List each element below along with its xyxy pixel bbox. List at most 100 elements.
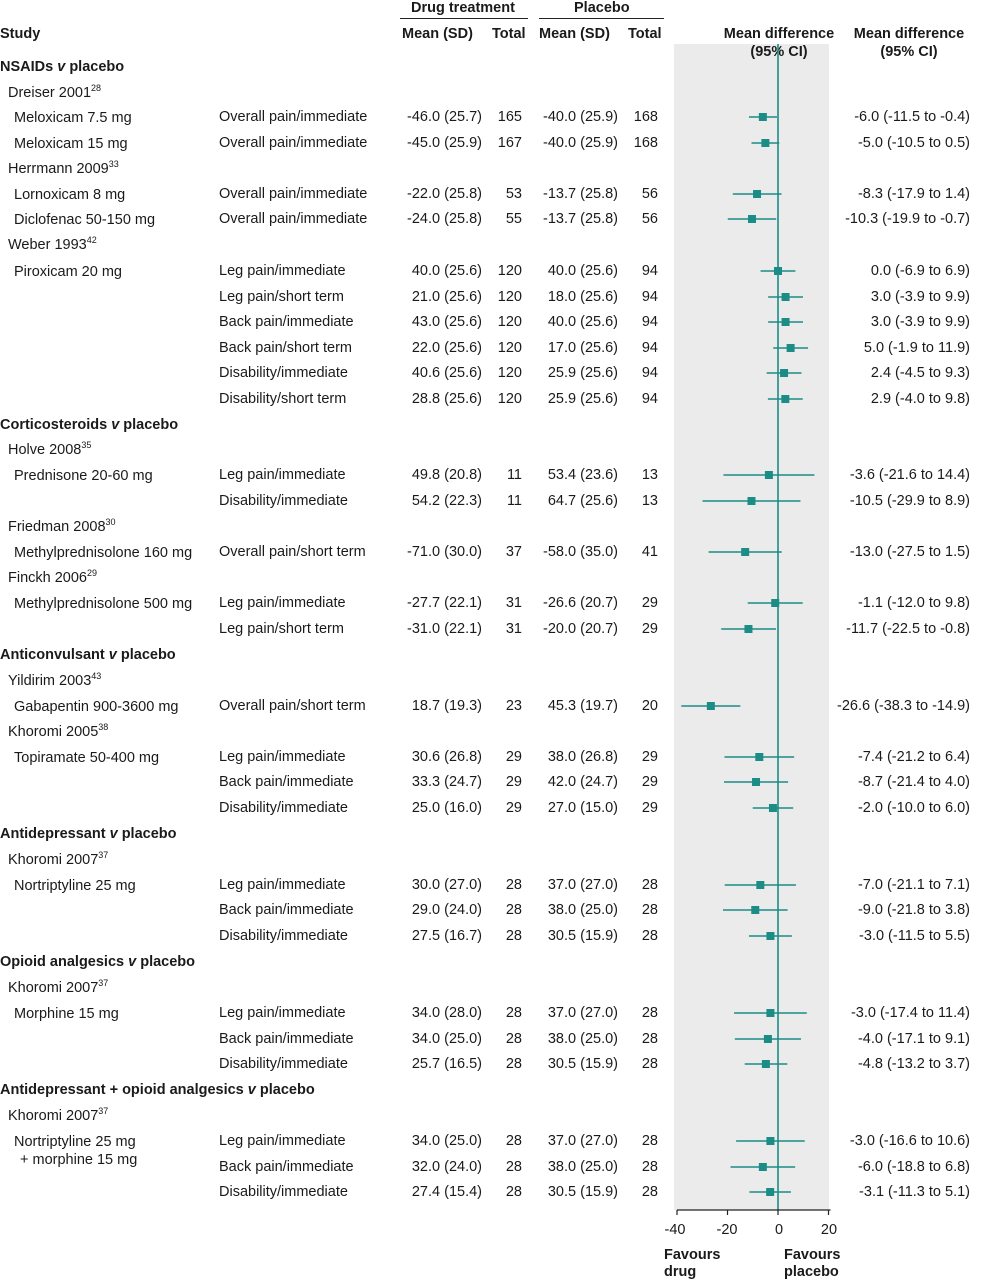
placebo-mean-sd: 42.0 (24.7): [547, 774, 618, 790]
drug-total: 165: [497, 109, 522, 125]
mean-difference-ci-text: -8.7 (-21.4 to 4.0): [857, 774, 970, 790]
placebo-mean-sd-header: Mean (SD): [539, 26, 610, 42]
placebo-total: 29: [641, 800, 658, 816]
study-name: Herrmann 200933: [8, 159, 119, 178]
drug-total: 28: [505, 1184, 522, 1200]
drug-mean-sd: 33.3 (24.7): [411, 774, 482, 790]
mean-difference-ci-text: -8.3 (-17.9 to 1.4): [857, 186, 970, 202]
group-title: NSAIDs v placebo: [0, 59, 125, 75]
outcome-label: Leg pain/immediate: [219, 749, 346, 765]
drug-total: 120: [497, 365, 522, 381]
study-header: Study: [0, 26, 41, 42]
drug-total: 29: [505, 749, 522, 765]
mean-difference-ci-text: -4.8 (-13.2 to 3.7): [857, 1056, 970, 1072]
placebo-total: 94: [641, 365, 658, 381]
placebo-mean-sd: 30.5 (15.9): [547, 1184, 618, 1200]
placebo-total: 13: [641, 493, 658, 509]
outcome-label: Disability/immediate: [219, 493, 348, 509]
drug-name: Methylprednisolone 160 mg: [14, 545, 193, 561]
study-name: Holve 200835: [8, 440, 92, 459]
drug-mean-sd-header: Mean (SD): [402, 26, 473, 42]
drug-mean-sd: 40.0 (25.6): [411, 263, 482, 279]
mean-difference-ci-text: -4.0 (-17.1 to 9.1): [857, 1031, 970, 1047]
point-estimate-marker: [763, 1035, 772, 1043]
drug-mean-sd: 25.0 (16.0): [411, 800, 482, 816]
drug-mean-sd: 32.0 (24.0): [411, 1159, 482, 1175]
study-name: Khoromi 200737: [8, 850, 109, 869]
mean-difference-ci-text: 0.0 (-6.9 to 6.9): [870, 263, 970, 279]
placebo-total: 29: [641, 595, 658, 611]
drug-total: 11: [506, 467, 522, 483]
outcome-label: Disability/immediate: [219, 1184, 348, 1200]
drug-total: 167: [497, 135, 522, 151]
placebo-total: 28: [641, 1159, 658, 1175]
drug-mean-sd: -31.0 (22.1): [407, 621, 482, 637]
drug-total: 28: [505, 1056, 522, 1072]
point-estimate-marker: [706, 702, 715, 710]
drug-total: 11: [506, 493, 522, 509]
study-name: Finckh 200629: [8, 568, 98, 587]
mean-difference-ci-text: -2.0 (-10.0 to 6.0): [857, 800, 970, 816]
placebo-total: 29: [641, 749, 658, 765]
point-estimate-marker: [756, 881, 765, 889]
drug-name: Prednisone 20-60 mg: [14, 468, 153, 484]
mean-difference-ci-text: 3.0 (-3.9 to 9.9): [870, 289, 970, 305]
drug-total-header: Total: [492, 26, 526, 42]
group-title: Corticosteroids v placebo: [0, 417, 179, 433]
drug-name: Morphine 15 mg: [14, 1006, 119, 1022]
placebo-mean-sd: -26.6 (20.7): [543, 595, 618, 611]
outcome-label: Overall pain/short term: [219, 698, 366, 714]
drug-mean-sd: -24.0 (25.8): [407, 211, 482, 227]
point-estimate-marker: [758, 1163, 767, 1171]
md-text-header: Mean difference: [853, 26, 965, 42]
drug-mean-sd: -46.0 (25.7): [407, 109, 482, 125]
placebo-total: 29: [641, 621, 658, 637]
point-estimate-marker: [747, 215, 756, 223]
drug-mean-sd: 27.5 (16.7): [411, 928, 482, 944]
mean-difference-ci-text: 2.9 (-4.0 to 9.8): [870, 391, 970, 407]
mean-difference-ci-text: -3.0 (-17.4 to 11.4): [850, 1005, 970, 1021]
placebo-mean-sd: 38.0 (25.0): [547, 1031, 618, 1047]
point-estimate-marker: [774, 267, 782, 275]
mean-difference-ci-text: -3.1 (-11.3 to 5.1): [859, 1184, 970, 1200]
drug-name: Gabapentin 900-3600 mg: [14, 699, 179, 715]
axis-tick-label: -40: [664, 1222, 686, 1238]
placebo-mean-sd: 27.0 (15.0): [547, 800, 618, 816]
drug-mean-sd: -22.0 (25.8): [407, 186, 482, 202]
axis-tick-label: 0: [774, 1222, 784, 1238]
drug-total: 37: [505, 544, 522, 560]
mean-difference-ci-text: -9.0 (-21.8 to 3.8): [857, 902, 970, 918]
drug-mean-sd: 29.0 (24.0): [411, 902, 482, 918]
group-title: Anticonvulsant v placebo: [0, 647, 176, 663]
mean-difference-ci-text: 2.4 (-4.5 to 9.3): [870, 365, 970, 381]
outcome-label: Leg pain/short term: [219, 289, 344, 305]
drug-total: 31: [505, 621, 522, 637]
outcome-label: Leg pain/short term: [219, 621, 344, 637]
outcome-label: Back pain/immediate: [219, 774, 354, 790]
placebo-mean-sd: 45.3 (19.7): [547, 698, 618, 714]
md-plot-header: Mean difference: [723, 26, 835, 42]
md-text-header-ci: (95% CI): [880, 44, 938, 60]
mean-difference-ci-text: -7.4 (-21.2 to 6.4): [857, 749, 970, 765]
placebo-mean-sd: 37.0 (27.0): [547, 1133, 618, 1149]
favours-placebo-label-2: placebo: [784, 1264, 839, 1280]
drug-mean-sd: 49.8 (20.8): [411, 467, 482, 483]
drug-total: 55: [505, 211, 522, 227]
drug-total: 28: [505, 1005, 522, 1021]
mean-difference-ci-text: -6.0 (-11.5 to -0.4): [854, 109, 970, 125]
outcome-label: Disability/immediate: [219, 928, 348, 944]
drug-name: Meloxicam 7.5 mg: [14, 110, 132, 126]
point-estimate-marker: [781, 318, 790, 326]
drug-total: 120: [497, 289, 522, 305]
placebo-total: 13: [641, 467, 658, 483]
outcome-label: Overall pain/immediate: [219, 211, 368, 227]
placebo-total: 41: [641, 544, 658, 560]
drug-total: 28: [505, 1133, 522, 1149]
placebo-total: 94: [641, 314, 658, 330]
mean-difference-ci-text: -7.0 (-21.1 to 7.1): [857, 877, 970, 893]
outcome-label: Disability/immediate: [219, 1056, 348, 1072]
drug-total: 120: [497, 263, 522, 279]
drug-mean-sd: 34.0 (28.0): [411, 1005, 482, 1021]
placebo-total: 94: [641, 263, 658, 279]
